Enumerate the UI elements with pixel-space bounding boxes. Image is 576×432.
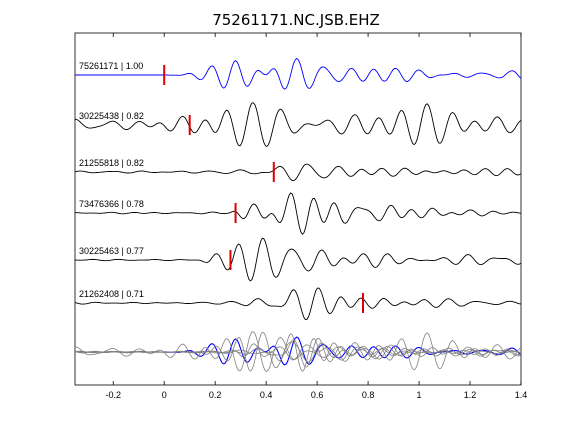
- overlay-trace-line: [74, 337, 522, 368]
- x-tick-label: 1.2: [464, 390, 477, 400]
- trace-line: [74, 237, 522, 282]
- x-tick-label: 0.6: [311, 390, 324, 400]
- trace-label: 75261171 | 1.00: [79, 61, 143, 71]
- trace-label: 73476366 | 0.78: [79, 199, 144, 209]
- pick-markers: [163, 65, 364, 313]
- trace-line: [74, 163, 522, 182]
- trace-label: 30225463 | 0.77: [79, 246, 144, 256]
- trace-label: 21262408 | 0.71: [79, 289, 144, 299]
- chart-title: 75261171.NC.JSB.EHZ: [212, 11, 380, 29]
- trace-labels: 75261171 | 1.00 30225438 | 0.82 21255818 |…: [79, 61, 144, 299]
- x-tick-label: 0.8: [362, 390, 375, 400]
- trace-line: [75, 58, 522, 90]
- trace-label: 21255818 | 0.82: [79, 158, 144, 168]
- trace-stack: [74, 58, 522, 320]
- x-tick-label: 0: [162, 390, 167, 400]
- x-tick-label: 0.4: [260, 390, 273, 400]
- overlay-panel: [74, 331, 522, 372]
- trace-label: 30225438 | 0.82: [79, 111, 144, 121]
- x-tick-label: 0.2: [209, 390, 222, 400]
- trace-line: [74, 192, 522, 235]
- trace-line: [74, 102, 522, 147]
- x-tick-label: -0.2: [105, 390, 121, 400]
- x-axis-ticks: -0.2 0 0.2 0.4 0.6 0.8 1 1.2 1.4: [105, 33, 527, 400]
- trace-line: [74, 287, 522, 320]
- x-tick-label: 1.4: [515, 390, 528, 400]
- x-tick-label: 1: [417, 390, 422, 400]
- plot-frame: [74, 32, 522, 386]
